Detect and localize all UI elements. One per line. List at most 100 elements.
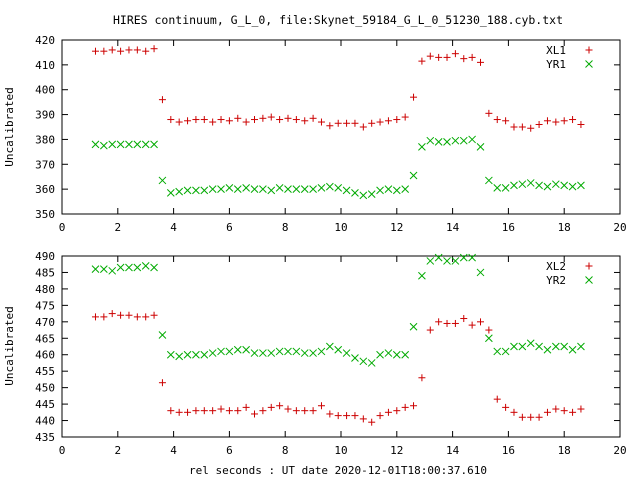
data-point <box>259 349 267 357</box>
data-point <box>108 46 116 54</box>
x-tick-label: 0 <box>59 221 66 234</box>
data-point <box>292 185 301 193</box>
y-tick-label: 465 <box>35 332 55 345</box>
x-tick-label: 2 <box>114 221 121 234</box>
data-point <box>259 185 267 193</box>
x-tick-label: 20 <box>613 221 626 234</box>
data-point <box>125 140 133 149</box>
data-point <box>200 116 208 124</box>
data-point <box>167 116 175 124</box>
data-point <box>133 313 141 321</box>
data-point <box>150 311 158 319</box>
data-point <box>166 350 175 359</box>
data-point <box>409 171 418 180</box>
data-point <box>485 326 493 334</box>
data-point <box>325 182 334 191</box>
data-point <box>410 93 418 101</box>
data-point <box>292 407 300 415</box>
data-point <box>275 347 284 356</box>
data-point <box>477 58 484 66</box>
data-point <box>493 347 502 356</box>
y-tick-label: 380 <box>35 133 55 146</box>
data-point <box>167 407 175 415</box>
x-tick-label: 0 <box>59 444 66 457</box>
data-point <box>343 412 351 420</box>
data-point <box>359 123 367 131</box>
legend-marker <box>585 60 593 68</box>
data-point <box>133 140 142 149</box>
x-tick-label: 16 <box>502 221 515 234</box>
data-point <box>376 412 384 420</box>
data-point <box>142 47 150 55</box>
data-point <box>309 407 317 415</box>
data-point <box>476 143 485 151</box>
legend-label: XL2 <box>546 260 566 273</box>
data-point <box>192 350 200 359</box>
data-point <box>91 265 100 274</box>
x-tick-label: 8 <box>282 444 289 457</box>
data-point <box>158 176 167 185</box>
data-point <box>225 347 234 356</box>
data-point <box>317 184 326 192</box>
data-point <box>301 407 309 415</box>
data-point <box>175 352 184 361</box>
data-point <box>435 318 443 326</box>
data-point <box>158 96 166 104</box>
top-panel: Uncalibrated 0 2 4 6 8 10 12 14 16 18 20 350 360 370 3… <box>3 34 627 234</box>
data-point <box>376 118 384 126</box>
y-tick-label: 475 <box>35 299 55 312</box>
data-point <box>535 121 543 129</box>
data-point <box>460 55 468 63</box>
x-tick-label: 14 <box>446 444 460 457</box>
data-point <box>443 138 451 146</box>
data-point <box>116 263 125 272</box>
data-point <box>543 345 552 354</box>
data-point <box>468 321 476 329</box>
data-point <box>434 253 443 262</box>
data-point <box>384 408 392 416</box>
data-point <box>150 263 158 272</box>
data-point <box>435 53 443 61</box>
data-point <box>551 180 560 189</box>
data-point <box>342 349 351 357</box>
data-point <box>543 408 551 416</box>
data-point <box>184 408 192 416</box>
data-point <box>100 313 108 321</box>
data-point <box>108 310 116 318</box>
data-point <box>577 405 585 413</box>
data-point <box>569 408 577 416</box>
data-point <box>351 354 359 362</box>
data-point <box>225 407 233 415</box>
data-point <box>493 184 502 192</box>
data-point <box>242 345 250 354</box>
data-point <box>468 135 476 144</box>
data-point <box>393 116 401 124</box>
data-point <box>99 265 108 274</box>
data-point <box>543 182 552 191</box>
y-tick-label: 450 <box>35 382 55 395</box>
data-point <box>183 186 192 195</box>
x-tick-label: 2 <box>114 444 121 457</box>
y-tick-label: 480 <box>35 283 55 296</box>
y-tick-label: 470 <box>35 316 55 329</box>
data-point <box>510 123 518 131</box>
data-point <box>468 253 476 262</box>
data-point <box>560 181 569 190</box>
data-point <box>510 408 518 416</box>
data-point <box>326 410 334 418</box>
data-point <box>233 345 242 354</box>
x-tick-label: 10 <box>334 444 347 457</box>
chart-title: HIRES continuum, G_L_0, file:Skynet_5918… <box>113 13 563 27</box>
data-point <box>133 46 141 54</box>
data-point <box>250 349 259 357</box>
data-point <box>426 52 434 60</box>
data-point <box>401 403 409 411</box>
data-point <box>418 57 426 65</box>
data-point <box>384 185 393 193</box>
data-point <box>234 114 242 122</box>
data-point <box>275 184 284 192</box>
data-point <box>192 186 200 195</box>
data-point <box>451 50 459 58</box>
data-point <box>401 185 410 193</box>
data-point <box>526 179 535 187</box>
